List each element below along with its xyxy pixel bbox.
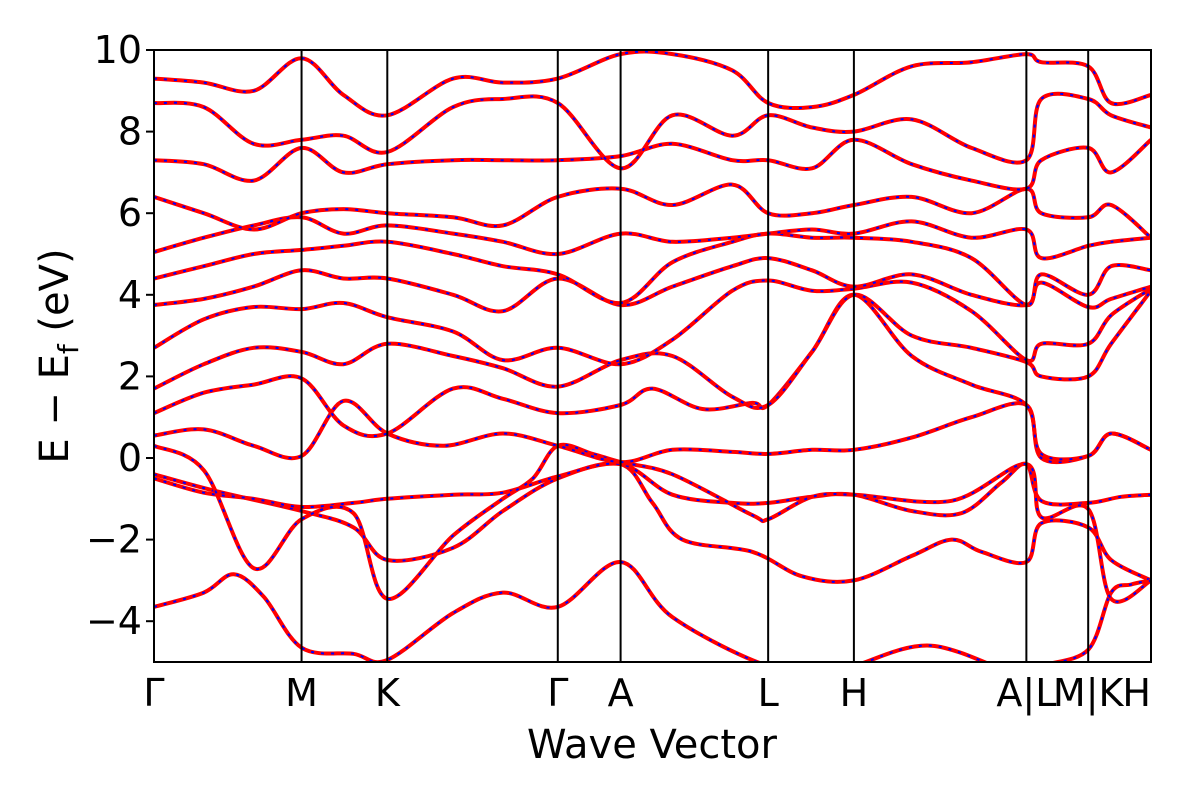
band-line-dashed-12 (154, 138, 1151, 191)
band-line-dashed-11 (154, 183, 1151, 239)
band-line-dashed-3 (154, 443, 1151, 603)
band-line-dashed-1 (154, 462, 1151, 583)
band-line-dashed-0 (154, 560, 1151, 662)
y-axis-title-subscript: f (52, 343, 85, 354)
y-tick-label-6: 8 (118, 110, 142, 154)
band-line-4 (154, 398, 1151, 465)
x-tick-label-9: H (1122, 671, 1151, 715)
x-tick-label-8: M|K (1053, 671, 1125, 716)
band-line-11 (154, 182, 1151, 240)
y-tick-label-3: 2 (118, 354, 142, 398)
band-line-5 (154, 292, 1151, 462)
y-ticks-layer: −4 −2 0 2 4 6 8 10 (86, 28, 154, 643)
y-tick-label-0: −4 (86, 599, 142, 643)
band-line-dashed-6 (154, 290, 1151, 409)
y-tick-label-5: 6 (118, 191, 142, 235)
x-tick-label-3: Γ (547, 671, 568, 715)
x-axis-title: Wave Vector (527, 722, 778, 768)
y-tick-label-1: −2 (86, 518, 142, 562)
x-tick-label-6: H (840, 671, 869, 715)
band-line-14 (154, 50, 1151, 118)
band-line-dashed-7 (154, 279, 1151, 366)
x-tick-label-7: A|L (996, 671, 1056, 716)
y-tick-label-7: 10 (94, 28, 142, 72)
y-axis-title-unit: (eV) (32, 248, 78, 344)
band-line-12 (154, 137, 1151, 192)
band-line-dashed-10 (154, 216, 1151, 260)
band-line-10 (154, 215, 1151, 261)
x-tick-label-0: Γ (143, 671, 164, 715)
band-line-dashed-2 (154, 462, 1151, 517)
x-tick-label-2: K (375, 671, 401, 715)
plot-frame (153, 49, 1152, 663)
band-line-dashed-9 (154, 232, 1151, 306)
y-tick-label-4: 4 (118, 273, 142, 317)
band-line-dashed-5 (154, 293, 1151, 461)
band-line-13 (154, 91, 1151, 171)
x-tick-label-4: A (608, 671, 634, 715)
x-tick-label-1: M (285, 671, 318, 715)
band-line-dashed-14 (154, 50, 1151, 117)
y-tick-label-2: 0 (118, 436, 142, 480)
x-ticks-layer: Γ M K Γ A L H A|LM|KH (143, 671, 1151, 716)
kpoint-lines-layer (300, 50, 1090, 662)
bands-layer (154, 50, 1151, 662)
band-line-dashed-13 (154, 92, 1151, 170)
y-axis-title-main: E − E (32, 354, 78, 464)
x-tick-label-5: L (758, 671, 779, 715)
y-axis-title: E − Ef (eV) (32, 248, 85, 463)
